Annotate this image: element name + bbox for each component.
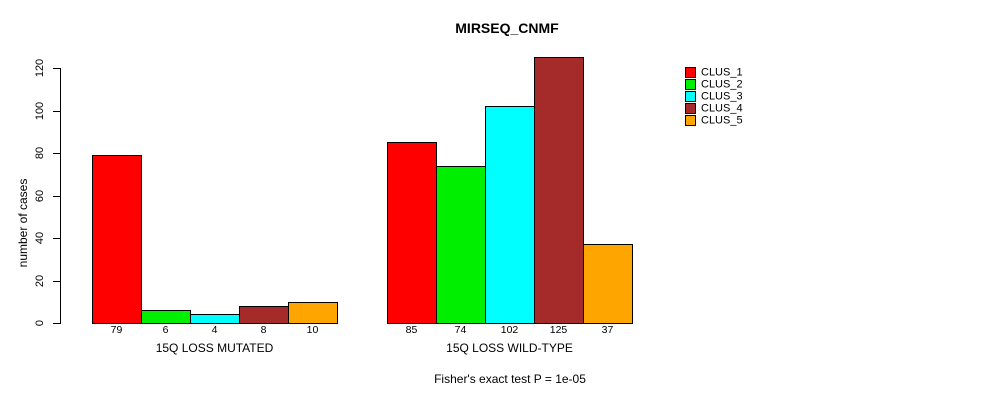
legend-swatch-clus_4 xyxy=(685,103,696,114)
y-tick-label: 40 xyxy=(34,231,46,245)
y-tick-label: 20 xyxy=(34,274,46,287)
legend-label: CLUS_2 xyxy=(701,78,743,90)
legend-label: CLUS_3 xyxy=(701,90,743,102)
chart-title: MIRSEQ_CNMF xyxy=(455,20,559,36)
y-tick-label: 120 xyxy=(34,58,46,78)
bar-clus_5 xyxy=(288,302,338,324)
bar-value-label: 8 xyxy=(260,324,267,336)
bar-clus_4 xyxy=(239,306,289,324)
bar-value-label: 125 xyxy=(549,324,568,336)
legend-swatch-clus_5 xyxy=(685,115,696,126)
y-tick xyxy=(53,110,60,112)
y-tick xyxy=(53,195,60,197)
bar-value-label: 4 xyxy=(211,324,218,336)
y-tick-label: 100 xyxy=(34,101,46,120)
legend-label: CLUS_4 xyxy=(701,102,743,114)
y-tick xyxy=(53,323,60,324)
bar-clus_3 xyxy=(485,106,535,324)
bar-clus_5 xyxy=(583,244,633,324)
bar-clus_3 xyxy=(190,314,240,324)
category-label: 15Q LOSS WILD-TYPE xyxy=(446,341,573,355)
bar-value-label: 37 xyxy=(601,324,614,336)
bar-value-label: 79 xyxy=(110,324,123,336)
legend-label: CLUS_5 xyxy=(701,114,743,126)
y-tick xyxy=(53,238,60,239)
y-tick xyxy=(53,280,60,282)
bar-clus_2 xyxy=(436,166,486,324)
bar-value-label: 102 xyxy=(500,324,519,336)
legend-swatch-clus_3 xyxy=(685,91,696,102)
bar-clus_4 xyxy=(534,57,584,324)
y-tick xyxy=(53,153,60,154)
bar-value-label: 6 xyxy=(162,324,169,336)
y-tick-label: 0 xyxy=(34,319,46,327)
y-tick xyxy=(53,68,60,69)
bar-value-label: 10 xyxy=(306,324,319,336)
legend-swatch-clus_2 xyxy=(685,79,696,90)
category-label: 15Q LOSS MUTATED xyxy=(155,341,274,355)
y-axis-label: number of cases xyxy=(16,178,30,268)
bar-clus_1 xyxy=(387,142,437,324)
bar-clus_1 xyxy=(92,155,142,324)
y-axis-line xyxy=(60,68,61,324)
y-tick-label: 80 xyxy=(34,146,46,160)
legend-label: CLUS_1 xyxy=(701,66,743,78)
bar-value-label: 85 xyxy=(405,324,418,336)
legend-swatch-clus_1 xyxy=(685,67,696,78)
fisher-test-annotation: Fisher's exact test P = 1e-05 xyxy=(434,372,586,386)
bar-clus_2 xyxy=(141,310,191,324)
y-tick-label: 60 xyxy=(34,189,46,202)
bar-value-label: 74 xyxy=(454,324,467,336)
